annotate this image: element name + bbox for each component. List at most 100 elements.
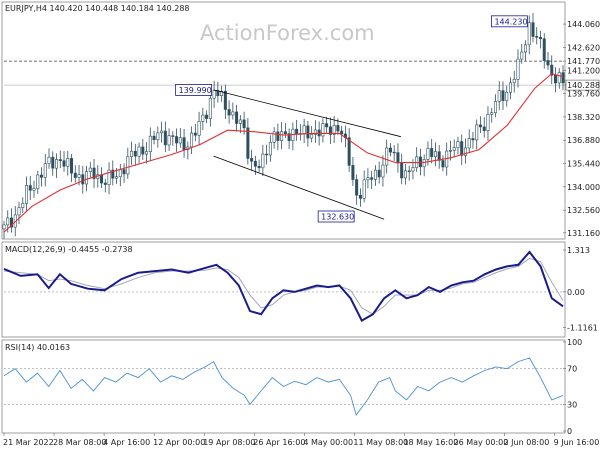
candle-body: [313, 129, 317, 135]
candle-body: [388, 147, 392, 153]
candle-body: [145, 151, 149, 155]
price-levels: [4, 60, 563, 86]
candle-body: [118, 169, 122, 178]
candle-body: [92, 167, 96, 179]
candle-body: [182, 137, 186, 150]
candle-body: [400, 162, 404, 179]
candle-body: [55, 159, 59, 169]
candle-body: [250, 158, 254, 162]
candle-body: [126, 156, 130, 175]
candle-body: [366, 177, 370, 181]
candle-body: [276, 131, 280, 141]
candle-body: [467, 138, 471, 149]
price-annotations: 144.230 139.990 132.630: [175, 15, 528, 223]
candle-body: [137, 146, 141, 157]
candle-body: [73, 172, 77, 178]
candle-body: [295, 128, 299, 135]
candle-body: [527, 22, 531, 46]
candle-body: [261, 153, 265, 169]
candle-body: [47, 156, 51, 164]
candle-body: [253, 160, 257, 167]
candle-body: [407, 170, 411, 172]
rsi-title: RSI(14) 40.0163: [5, 343, 70, 352]
candle-body: [332, 125, 336, 135]
candle-body: [460, 141, 464, 156]
price-panel-frame: [1, 1, 566, 240]
candle-body: [377, 169, 381, 178]
annotation-label: 144.230: [494, 17, 527, 26]
candle-body: [133, 150, 137, 157]
x-tick-label: 26 May 00:00: [454, 438, 509, 447]
candle-body: [141, 146, 145, 155]
x-tick-label: 28 Mar 08:00: [53, 438, 106, 447]
candle-body: [553, 74, 557, 84]
macd-line: [3, 250, 564, 322]
candle-body: [418, 156, 422, 168]
candle-body: [227, 109, 231, 116]
candle-body: [6, 217, 10, 226]
candle-body: [531, 22, 535, 37]
candle-body: [516, 58, 520, 80]
candle-body: [32, 188, 36, 191]
candle-body: [411, 167, 415, 172]
candle-body: [403, 170, 407, 179]
rsi-lines: [3, 357, 564, 417]
y-tick-label: 131.160: [567, 229, 600, 238]
candle-body: [111, 169, 115, 179]
candle-body: [193, 132, 197, 136]
candle-body: [190, 132, 194, 148]
candle-body: [396, 152, 400, 164]
candle-body: [167, 135, 171, 146]
candle-body: [51, 156, 55, 169]
candle-body: [471, 138, 475, 141]
y-tick-label: 100: [567, 338, 582, 347]
candle-body: [557, 72, 561, 84]
annotation-box: [317, 210, 355, 223]
candle-body: [430, 148, 434, 157]
candle-body: [265, 153, 269, 156]
candle-body: [160, 130, 164, 134]
rsi-panel-frame: [1, 339, 566, 434]
candle-body: [283, 131, 287, 134]
candle-body: [561, 72, 565, 84]
candle-body: [122, 169, 126, 175]
candle-body: [28, 185, 32, 191]
candle-body: [100, 174, 104, 184]
y-tick-label: 132.560: [567, 206, 600, 215]
watermark: ActionForex.com: [200, 21, 375, 45]
candle-body: [148, 135, 152, 153]
macd-lines: [3, 250, 564, 322]
annotation-box: [175, 84, 213, 96]
candle-body: [178, 137, 182, 144]
moving-average-line: [3, 72, 564, 233]
candle-body: [163, 130, 167, 146]
candle-body: [475, 124, 479, 141]
candle-body: [310, 134, 314, 139]
x-tick-label: 4 May 00:00: [303, 438, 353, 447]
macd-panel-frame: [1, 241, 566, 338]
candle-body: [381, 164, 385, 178]
candle-body: [328, 126, 332, 135]
x-tick-label: 21 Mar 2022: [3, 438, 54, 447]
y-tick-label: 134.000: [567, 183, 600, 192]
price-channel: [213, 89, 401, 220]
candle-body: [197, 121, 201, 136]
candle-body: [10, 217, 14, 228]
candle-body: [257, 165, 261, 169]
candle-body: [242, 119, 246, 129]
candle-body: [246, 127, 250, 159]
x-tick-label: 26 Apr 16:00: [253, 438, 305, 447]
candle-body: [231, 111, 235, 116]
candle-body: [392, 151, 396, 154]
candle-body: [325, 123, 329, 128]
candle-body: [306, 125, 310, 139]
candle-body: [456, 141, 460, 148]
candle-body: [433, 151, 437, 157]
candle-body: [520, 51, 524, 60]
y-tick-label: 0: [567, 427, 572, 436]
candle-body: [501, 90, 505, 101]
candle-body: [25, 185, 29, 204]
candle-body: [208, 97, 212, 119]
candle-body: [81, 174, 85, 185]
